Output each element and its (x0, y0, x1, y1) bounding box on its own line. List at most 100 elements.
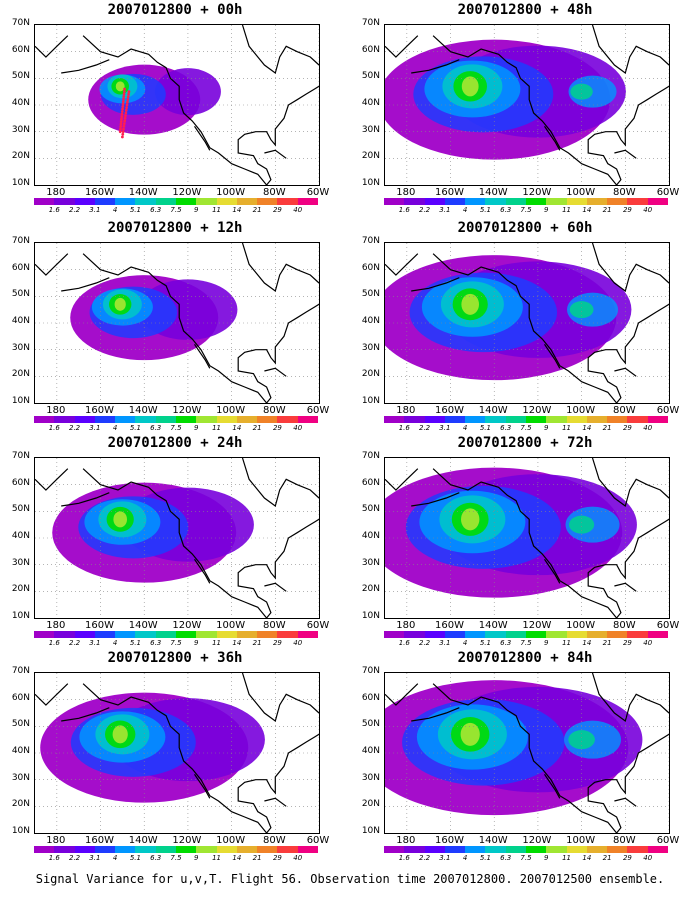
lon-tick-label: 180 (46, 835, 66, 846)
colorbar-label: 40 (643, 639, 653, 647)
colorbar-label: 11 (212, 854, 222, 862)
colorbar-label: 14 (232, 206, 242, 214)
graticule (385, 25, 669, 185)
colorbar-label: 29 (622, 424, 632, 432)
panel-title: 2007012800 + 60h (457, 220, 593, 236)
lat-tick-label: 20N (361, 151, 380, 162)
map-area (384, 24, 670, 186)
lat-tick-label: 10N (11, 396, 30, 406)
colorbar-swatch (94, 631, 116, 638)
lat-tick-label: 20N (361, 799, 380, 810)
colorbar-label: 4 (112, 424, 118, 432)
lat-tick-label: 70N (361, 451, 380, 461)
colorbar-swatch (485, 846, 506, 853)
colorbar-swatch (647, 198, 668, 205)
colorbar-label: 7.5 (520, 854, 532, 862)
colorbar-label: 2.2 (68, 854, 81, 862)
lat-tick-label: 40N (11, 531, 30, 541)
map-svg (35, 243, 319, 403)
variance-field (385, 39, 626, 160)
colorbar-label: 40 (643, 424, 653, 432)
colorbar-label: 21 (602, 424, 612, 432)
colorbar-swatch (236, 631, 258, 638)
colorbar-swatch (424, 198, 445, 205)
lat-tick-label: 60N (361, 477, 380, 488)
colorbar-label: 14 (232, 639, 242, 647)
colorbar-label: 11 (562, 854, 572, 862)
variance-field (385, 680, 643, 816)
lon-tick-label: 160W (435, 187, 465, 198)
lat-tick-label: 20N (361, 369, 380, 380)
colorbar-swatch (155, 416, 176, 423)
colorbar-label: 7.5 (170, 206, 182, 214)
lon-tick-label: 60W (306, 405, 330, 416)
colorbar-swatch (465, 631, 486, 638)
map-area (384, 672, 670, 834)
colorbar-label: 11 (562, 639, 572, 647)
lon-tick-label: 100W (566, 835, 596, 846)
colorbar-label: 2.2 (418, 206, 431, 214)
map-area (34, 242, 320, 404)
variance-field (52, 482, 254, 583)
colorbar (34, 846, 318, 853)
map-panel: 2007012800 + 36h 70N 60N 50N 40N 30N 20N 10N 180… (0, 648, 340, 862)
lat-tick-label: 40N (11, 746, 30, 756)
variance-field (385, 255, 632, 381)
colorbar-label: 29 (622, 854, 632, 862)
graticule (35, 673, 319, 833)
lon-tick-label: 120W (172, 405, 202, 416)
colorbar-swatch (384, 846, 405, 853)
lat-tick-label: 40N (361, 98, 380, 108)
panel-title: 2007012800 + 24h (107, 435, 243, 451)
colorbar-swatch (54, 631, 75, 638)
colorbar-swatch (277, 631, 298, 638)
colorbar-swatch (444, 198, 466, 205)
colorbar-swatch (566, 631, 587, 638)
colorbar-label: 7.5 (520, 639, 532, 647)
colorbar-label: 21 (252, 854, 262, 862)
colorbar-swatch (607, 416, 628, 423)
map-svg (385, 458, 669, 618)
colorbar-swatch (115, 416, 136, 423)
lon-tick-label: 160W (435, 620, 465, 631)
colorbar-swatch (465, 198, 486, 205)
lon-tick-label: 180 (46, 405, 66, 416)
colorbar-swatch (566, 846, 587, 853)
colorbar-swatch (586, 846, 608, 853)
colorbar-label: 9 (194, 854, 199, 862)
colorbar-swatch (135, 631, 156, 638)
colorbar-label: 1.6 (48, 854, 60, 862)
lat-tick-label: 20N (11, 799, 30, 810)
lat-tick-label: 70N (361, 236, 380, 246)
colorbar-label: 21 (602, 639, 612, 647)
colorbar-label: 2.2 (418, 424, 431, 432)
lat-tick-label: 50N (11, 289, 30, 300)
lon-tick-label: 140W (478, 620, 508, 631)
lon-tick-label: 160W (435, 835, 465, 846)
colorbar-label: 14 (232, 424, 242, 432)
colorbar-swatch (627, 198, 648, 205)
panel-title: 2007012800 + 36h (107, 650, 243, 666)
colorbar-label: 5.1 (479, 854, 491, 862)
lon-tick-label: 180 (46, 620, 66, 631)
colorbar-labels: 1.6 2.2 3.1 4 5.1 6.3 7.5 9 11 14 21 29 40 (384, 424, 668, 434)
colorbar-label: 3.1 (439, 639, 451, 647)
colorbar-swatch (627, 631, 648, 638)
colorbar-label: 6.3 (500, 854, 512, 862)
colorbar-swatch (34, 416, 55, 423)
coastline (35, 673, 319, 833)
lat-tick-label: 10N (361, 826, 380, 836)
map-area (34, 672, 320, 834)
lat-tick-label: 50N (361, 504, 380, 515)
colorbar-swatch (115, 198, 136, 205)
colorbar-swatch (216, 631, 237, 638)
colorbar-swatch (525, 631, 547, 638)
colorbar-swatch (175, 846, 197, 853)
lon-tick-label: 180 (396, 405, 416, 416)
colorbar-label: 3.1 (439, 424, 451, 432)
panel-title: 2007012800 + 00h (107, 2, 243, 18)
lat-tick-label: 30N (11, 557, 30, 568)
lon-tick-label: 60W (656, 187, 680, 198)
colorbar-swatch (196, 198, 217, 205)
lat-tick-label: 50N (11, 504, 30, 515)
